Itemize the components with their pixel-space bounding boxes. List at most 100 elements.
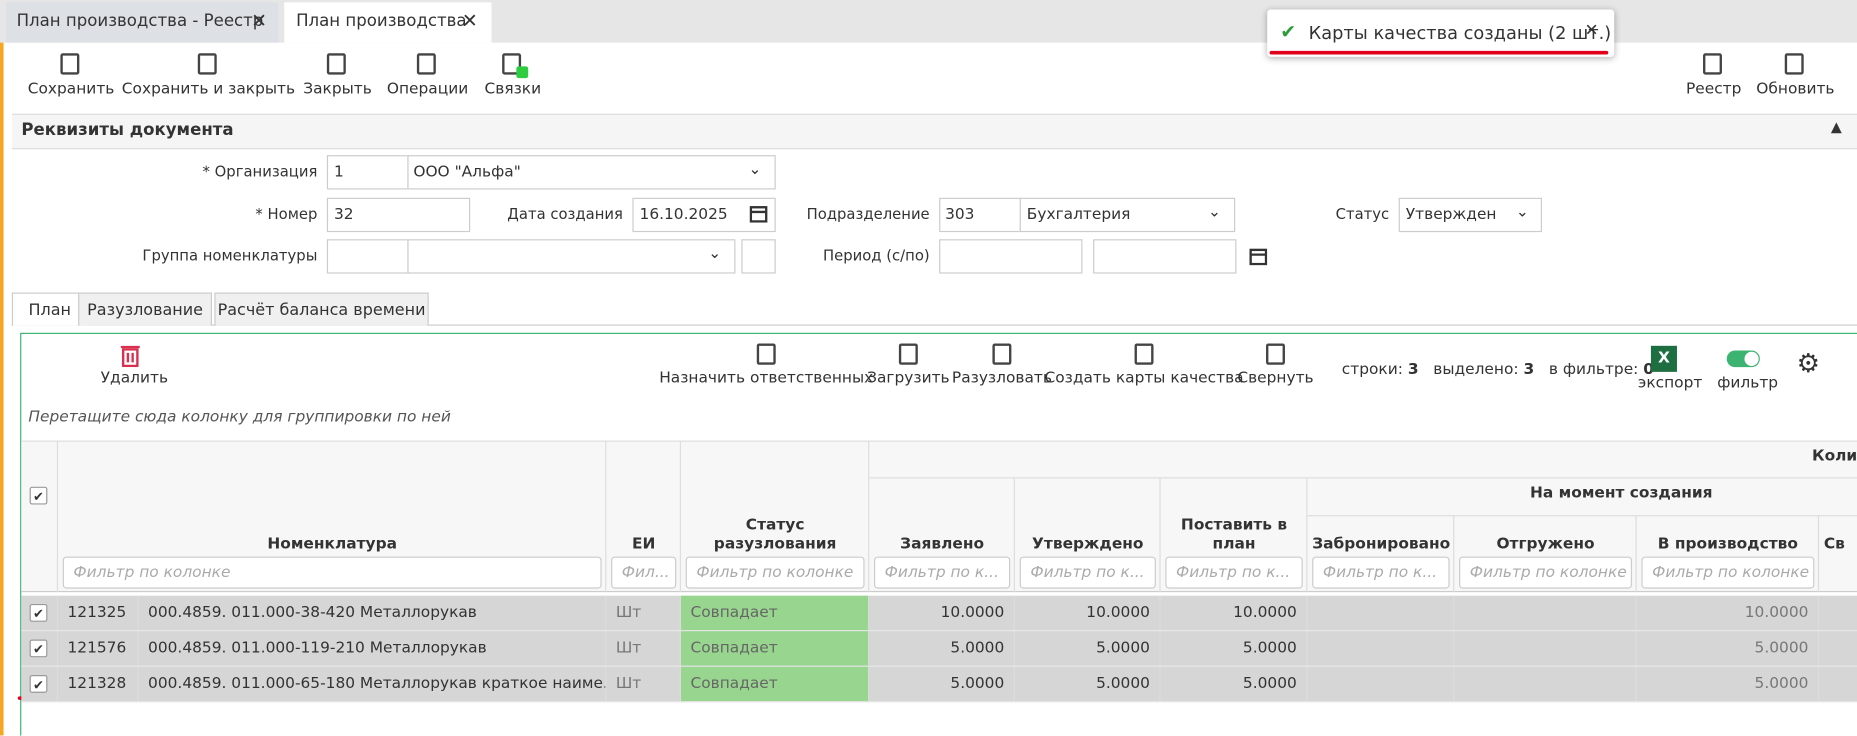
subtab-label[interactable]: Расчёт баланса времени <box>217 300 426 320</box>
column-header[interactable] <box>681 440 870 593</box>
column-header-label[interactable]: Поставить в план <box>1180 516 1288 554</box>
column-filter[interactable]: Фильтр по к... <box>1019 556 1156 589</box>
column-header[interactable] <box>606 440 681 593</box>
toolbar-icon[interactable] <box>416 53 436 75</box>
column-header[interactable] <box>58 440 607 593</box>
subtab[interactable] <box>214 292 429 326</box>
select[interactable] <box>407 239 736 274</box>
grid-action-icon[interactable] <box>992 343 1012 365</box>
settings-icon[interactable]: ⚙ <box>1796 349 1820 379</box>
excel-icon[interactable]: X <box>1650 345 1677 372</box>
input[interactable] <box>326 155 409 190</box>
column-filter[interactable]: Фильтр по к... <box>1165 556 1303 589</box>
tree-button[interactable] <box>741 239 776 274</box>
column-header-label[interactable]: Забронировано <box>1312 535 1451 554</box>
date-input[interactable] <box>1093 239 1237 274</box>
dropdown-icon[interactable]: ⌄ <box>708 245 722 263</box>
grid-action-icon[interactable] <box>1134 343 1154 365</box>
subtab[interactable] <box>78 292 212 326</box>
select[interactable] <box>407 155 776 190</box>
toolbar-icon[interactable] <box>60 53 80 75</box>
button-label[interactable]: Удалить <box>100 369 169 388</box>
toolbar-button[interactable]: Реестр <box>1685 80 1742 99</box>
checkbox[interactable]: ✔ <box>29 675 48 693</box>
select[interactable] <box>1398 197 1542 233</box>
column-header-label[interactable]: Заявлено <box>900 535 985 554</box>
dropdown-icon[interactable]: ⌄ <box>1515 203 1529 222</box>
toolbar-button[interactable]: Сохранить и закрыть <box>121 80 296 99</box>
toolbar-icon[interactable] <box>1703 53 1722 75</box>
tab-close[interactable]: ✕ <box>251 9 267 32</box>
column-header[interactable] <box>1454 516 1637 593</box>
toast-close[interactable]: ✕ <box>1584 21 1599 41</box>
input[interactable] <box>939 197 1021 233</box>
dropdown-icon[interactable]: ⌄ <box>1207 203 1221 222</box>
toolbar-icon[interactable] <box>197 53 217 75</box>
tab-active[interactable] <box>284 2 492 43</box>
grid-action[interactable]: Назначить ответственных <box>659 369 874 388</box>
toolbar-icon[interactable] <box>502 53 522 75</box>
column-header-label[interactable]: ЕИ <box>631 535 656 554</box>
toolbar-button[interactable]: Связки <box>484 80 542 99</box>
grid-action[interactable]: Загрузить <box>867 369 950 388</box>
column-header-label[interactable]: Номенклатура <box>267 535 397 554</box>
grid-action-icon[interactable] <box>1266 343 1285 365</box>
column-header[interactable] <box>1015 478 1161 593</box>
select[interactable] <box>1019 197 1236 233</box>
column-header-label[interactable]: Утверждено <box>1032 535 1144 554</box>
input-value: 303 <box>945 206 975 224</box>
checkbox[interactable]: ✔ <box>29 603 48 622</box>
button-label[interactable]: экспорт <box>1637 374 1703 393</box>
row-bg[interactable] <box>21 666 1857 703</box>
checkbox[interactable]: ✔ <box>29 486 48 505</box>
dropdown-icon[interactable]: ⌄ <box>748 161 762 179</box>
tab-label[interactable]: План производства <box>296 11 467 31</box>
tab-label[interactable]: План производства - Реестр <box>16 11 264 31</box>
row-bg[interactable] <box>21 631 1857 667</box>
subtab-label[interactable]: План <box>28 300 71 320</box>
tab-close[interactable]: ✕ <box>461 9 478 32</box>
toolbar-button[interactable]: Закрыть <box>303 80 372 99</box>
column-filter[interactable]: Фильтр по колонке <box>62 556 602 589</box>
column-filter[interactable]: Фильтр по колонке <box>1641 556 1815 589</box>
column-header-label[interactable]: Статус разузлования <box>713 516 837 554</box>
column-header[interactable] <box>1161 478 1308 593</box>
tab[interactable] <box>5 2 279 43</box>
calendar-icon[interactable] <box>749 205 768 223</box>
column-header[interactable] <box>869 478 1015 593</box>
column-header[interactable] <box>1307 516 1455 593</box>
toolbar-button[interactable]: Сохранить <box>27 80 115 99</box>
column-filter[interactable]: Фил... <box>611 556 677 589</box>
toolbar-button[interactable]: Операции <box>386 80 469 99</box>
toolbar-button[interactable]: Обновить <box>1756 80 1835 99</box>
toolbar-icon[interactable] <box>326 53 346 75</box>
subtab-label[interactable]: Разузлование <box>87 300 203 320</box>
column-filter[interactable]: Фильтр по к... <box>874 556 1011 589</box>
column-header-label[interactable]: В производство <box>1657 535 1798 554</box>
toggle[interactable] <box>1726 350 1760 368</box>
toolbar-icon[interactable] <box>1784 53 1804 75</box>
date-input[interactable] <box>939 239 1083 274</box>
calendar-icon[interactable] <box>1249 248 1268 266</box>
row-bg[interactable] <box>21 595 1857 632</box>
subtab[interactable] <box>11 292 88 326</box>
column-filter[interactable]: Фильтр по колонке <box>1459 556 1632 589</box>
input[interactable] <box>326 197 471 233</box>
column-header-label[interactable]: Отгружено <box>1496 535 1595 554</box>
input[interactable] <box>326 239 409 274</box>
grid-action[interactable]: Свернуть <box>1237 369 1314 388</box>
collapse-icon[interactable]: ▲ <box>1830 118 1842 136</box>
column-filter[interactable]: Фильтр по колонке <box>685 556 865 589</box>
delete-icon[interactable] <box>118 343 142 368</box>
column-header[interactable] <box>1637 516 1820 593</box>
button-label[interactable]: фильтр <box>1717 374 1779 393</box>
column-filter[interactable]: Фильтр по к... <box>1312 556 1450 589</box>
section-header[interactable] <box>11 113 1857 150</box>
grid-action-icon[interactable] <box>898 343 918 365</box>
accent-strip <box>0 42 4 736</box>
checkbox[interactable]: ✔ <box>29 639 48 658</box>
column-header-label[interactable]: Св <box>1823 535 1845 554</box>
grid-action-icon[interactable] <box>756 343 776 365</box>
grid-action[interactable]: Разузловать <box>951 369 1052 388</box>
grid-action[interactable]: Создать карты качества <box>1044 369 1244 388</box>
